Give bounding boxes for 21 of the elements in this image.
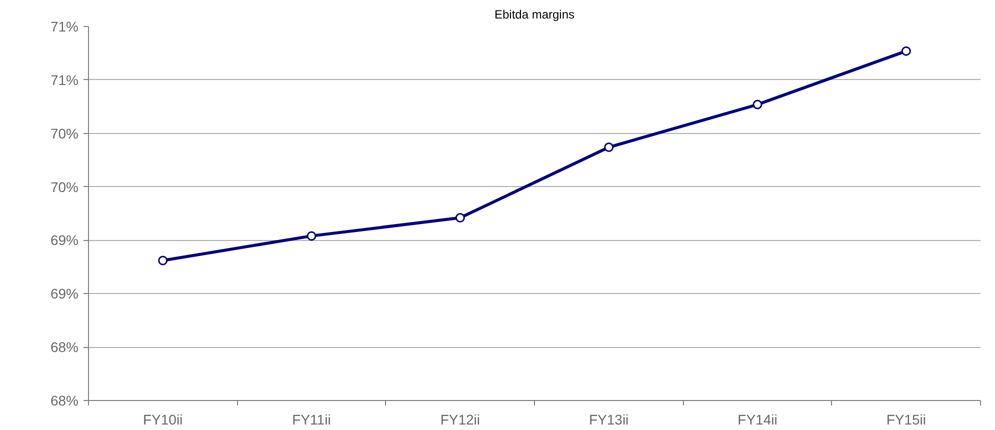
point	[306, 231, 316, 241]
x-tick-label: FY12ii	[440, 412, 480, 428]
point	[752, 100, 762, 110]
y-tick-label: 69%	[50, 286, 79, 302]
point	[604, 142, 614, 152]
x-tick-label: FY11ii	[292, 412, 331, 428]
y-tick-label: 69%	[50, 232, 79, 248]
x-tick-label: FY10ii	[142, 412, 183, 428]
x-tick-label: FY15ii	[886, 412, 926, 428]
y-tick-label: 71%	[50, 18, 79, 34]
point	[901, 46, 911, 56]
y-tick-label: 70%	[50, 178, 79, 195]
x-tick-label: FY14ii	[738, 412, 778, 428]
chart-title: Ebitda margins	[494, 8, 575, 22]
point	[158, 256, 168, 266]
x-tick-label: FY13ii	[588, 412, 629, 428]
y-tick-label: 71%	[50, 72, 79, 88]
y-tick-label: 70%	[50, 125, 79, 142]
point	[455, 213, 465, 223]
y-tick-label: 68%	[50, 339, 79, 356]
y-tick-label: 68%	[50, 392, 79, 408]
